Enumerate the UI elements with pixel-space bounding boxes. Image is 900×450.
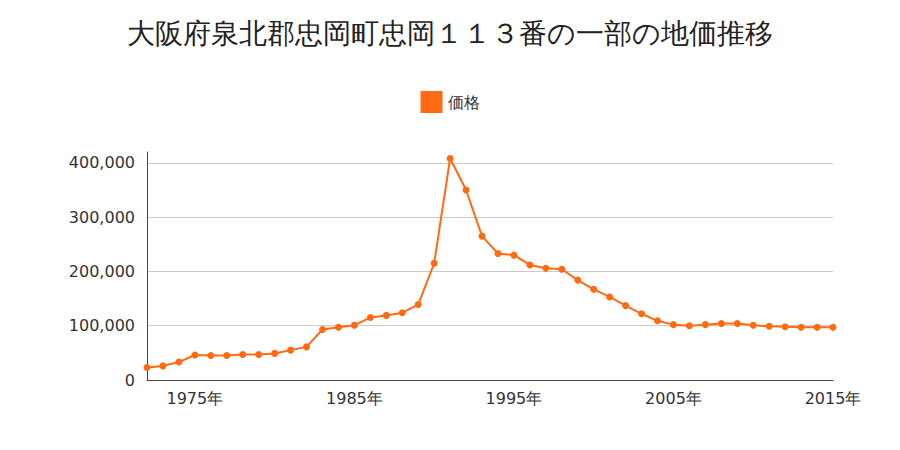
svg-text:2005年: 2005年 <box>645 389 702 408</box>
svg-text:大阪府泉北郡忠岡町忠岡１１３番の一部の地価推移: 大阪府泉北郡忠岡町忠岡１１３番の一部の地価推移 <box>127 17 773 50</box>
svg-text:1995年: 1995年 <box>486 389 543 408</box>
svg-text:400,000: 400,000 <box>69 153 135 172</box>
svg-text:300,000: 300,000 <box>69 208 135 227</box>
svg-text:価格: 価格 <box>448 93 480 112</box>
svg-text:1985年: 1985年 <box>326 389 383 408</box>
svg-text:0: 0 <box>125 371 135 390</box>
svg-text:2015年: 2015年 <box>805 389 862 408</box>
svg-text:200,000: 200,000 <box>69 262 135 281</box>
svg-text:100,000: 100,000 <box>69 316 135 335</box>
svg-text:1975年: 1975年 <box>167 389 224 408</box>
